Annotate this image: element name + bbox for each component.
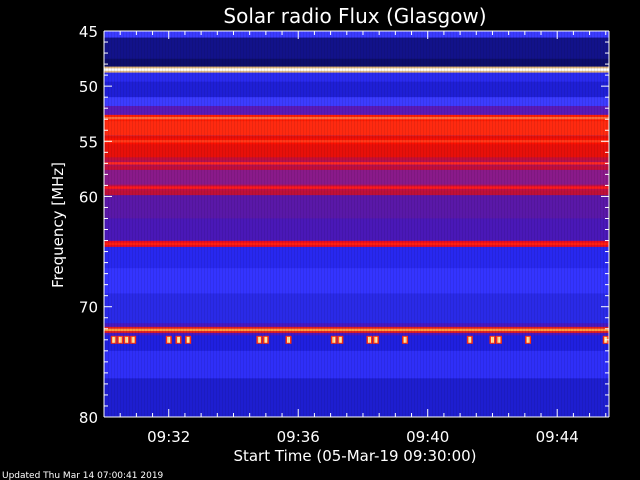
- x-tick-label: 09:40: [406, 428, 449, 446]
- x-axis: 09:32 09:36 09:40 09:44: [103, 30, 609, 446]
- y-axis-title: Frequency [MHz]: [49, 162, 67, 288]
- y-tick-label: 50: [79, 78, 98, 96]
- x-axis-title: Start Time (05-Mar-19 09:30:00): [233, 447, 476, 465]
- y-axis: 45 50 55 60 70 80: [79, 23, 610, 427]
- y-tick-label: 80: [79, 409, 98, 427]
- x-tick-label: 09:36: [277, 428, 320, 446]
- updated-timestamp: Updated Thu Mar 14 07:00:41 2019: [2, 471, 164, 480]
- y-tick-label: 45: [79, 23, 98, 41]
- x-tick-label: 09:32: [147, 428, 190, 446]
- x-tick-label: 09:44: [536, 428, 579, 446]
- chart-title: Solar radio Flux (Glasgow): [223, 4, 486, 28]
- plot-area: [104, 31, 609, 417]
- y-tick-label: 70: [79, 299, 98, 317]
- spectrogram-texture: [104, 31, 609, 417]
- y-tick-label: 55: [79, 133, 98, 151]
- y-tick-label: 60: [79, 188, 98, 206]
